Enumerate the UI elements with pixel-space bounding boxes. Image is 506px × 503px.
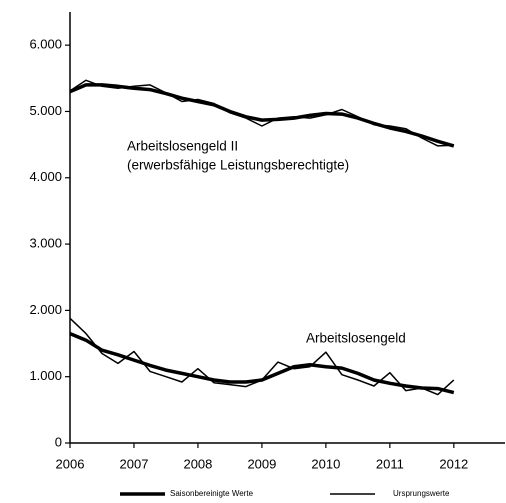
- annotation: Arbeitslosengeld: [306, 331, 406, 346]
- legend-label: Ursprungswerte: [393, 489, 450, 498]
- x-tick-label: 2009: [247, 456, 276, 471]
- y-tick-label: 5.000: [29, 103, 62, 118]
- y-tick-label: 4.000: [29, 169, 62, 184]
- x-tick-label: 2010: [311, 456, 340, 471]
- x-tick-label: 2011: [376, 456, 404, 471]
- legend-label: Saisonbereinigte Werte: [170, 489, 254, 498]
- y-tick-label: 3.000: [29, 236, 62, 251]
- x-tick-label: 2008: [183, 456, 212, 471]
- annotation: (erwerbsfähige Leistungsberechtigte): [127, 158, 349, 173]
- x-tick-label: 2007: [120, 456, 149, 471]
- y-tick-label: 0: [55, 434, 62, 449]
- series-line: [69, 83, 455, 148]
- series-line: [69, 317, 455, 396]
- y-tick-label: 6.000: [29, 37, 62, 52]
- series-line: [69, 79, 454, 147]
- annotation: Arbeitslosengeld II: [127, 139, 238, 154]
- x-tick-label: 2006: [56, 456, 85, 471]
- y-tick-label: 2.000: [29, 302, 62, 317]
- y-tick-label: 1.000: [29, 368, 62, 383]
- x-tick-label: 2012: [439, 456, 468, 471]
